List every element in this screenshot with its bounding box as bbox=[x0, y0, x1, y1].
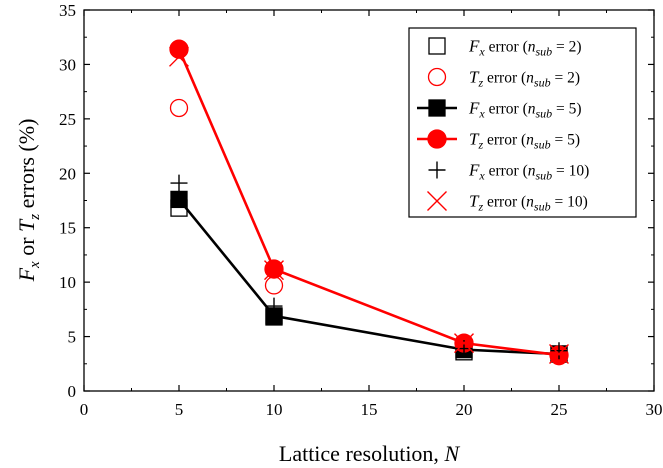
y-tick-label: 20 bbox=[59, 164, 76, 183]
legend-marker bbox=[427, 67, 447, 87]
y-tick-label: 25 bbox=[59, 110, 76, 129]
legend-marker bbox=[428, 37, 446, 55]
y-tick-label: 0 bbox=[68, 382, 77, 401]
series-1 bbox=[170, 199, 568, 363]
legend-label: Tz error (nsub = 5) bbox=[469, 130, 580, 152]
data-point bbox=[264, 276, 284, 295]
y-axis-label: Fx or Tz errors (%) bbox=[14, 119, 43, 283]
legend-label: Tz error (nsub = 10) bbox=[469, 192, 588, 214]
x-tick-label: 30 bbox=[646, 400, 663, 419]
data-point bbox=[170, 190, 188, 209]
series-6 bbox=[169, 46, 569, 364]
x-tick-label: 10 bbox=[266, 400, 283, 419]
x-tick-label: 5 bbox=[175, 400, 184, 419]
y-tick-label: 5 bbox=[68, 328, 77, 347]
data-point bbox=[265, 297, 283, 315]
x-axis-label: Lattice resolution, N bbox=[279, 441, 461, 466]
legend-item: Tz error (nsub = 10) bbox=[427, 191, 588, 214]
series-line bbox=[177, 48, 560, 357]
y-tick-label: 10 bbox=[59, 273, 76, 292]
data-point bbox=[264, 260, 284, 281]
series-line bbox=[177, 198, 560, 356]
series-layer bbox=[169, 39, 569, 366]
data-point bbox=[169, 39, 189, 59]
legend-label: Fx error (nsub = 5) bbox=[468, 99, 582, 121]
legend-item: Tz error (nsub = 5) bbox=[417, 129, 580, 152]
legend-item: Fx error (nsub = 10) bbox=[428, 161, 589, 183]
legend-label: Fx error (nsub = 2) bbox=[468, 37, 582, 59]
data-point bbox=[169, 98, 189, 118]
legend-marker bbox=[427, 191, 447, 211]
data-point bbox=[169, 46, 189, 67]
y-tick-label: 15 bbox=[59, 219, 76, 238]
x-tick-label: 0 bbox=[80, 400, 89, 419]
legend-item: Tz error (nsub = 2) bbox=[427, 67, 580, 90]
legend-item: Fx error (nsub = 5) bbox=[417, 99, 582, 121]
legend-marker bbox=[427, 129, 447, 149]
data-point bbox=[454, 333, 474, 354]
data-point bbox=[170, 174, 188, 192]
y-tick-label: 35 bbox=[59, 1, 76, 20]
legend-label: Fx error (nsub = 10) bbox=[468, 161, 589, 183]
data-point bbox=[549, 343, 569, 364]
legend-item: Fx error (nsub = 2) bbox=[428, 37, 582, 59]
x-tick-label: 15 bbox=[361, 400, 378, 419]
data-point bbox=[264, 259, 284, 279]
data-point bbox=[550, 342, 568, 360]
x-tick-label: 20 bbox=[456, 400, 473, 419]
legend-marker bbox=[428, 161, 446, 179]
legend-marker bbox=[428, 99, 446, 117]
legend: Fx error (nsub = 2) Tz error (nsub = 2) Fx… bbox=[408, 27, 637, 218]
axis-ticks: 0 5 10 15 20 25 30 0 5 10 15 20 25 30 35 bbox=[59, 1, 663, 419]
x-tick-label: 25 bbox=[551, 400, 568, 419]
y-tick-label: 30 bbox=[59, 55, 76, 74]
legend-label: Tz error (nsub = 2) bbox=[469, 68, 580, 90]
legend-box bbox=[408, 27, 637, 218]
